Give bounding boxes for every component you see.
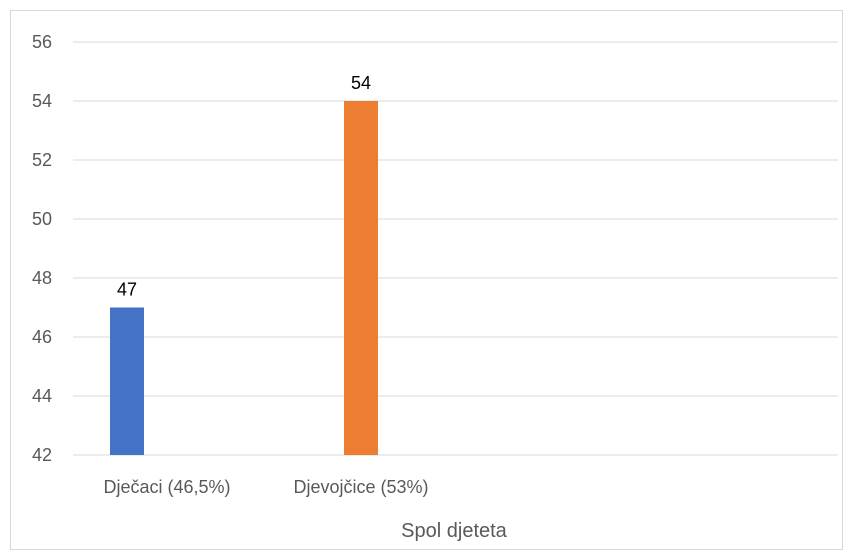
data-labels: 47 54 xyxy=(117,73,371,300)
category-labels: Dječaci (46,5%) Djevojčice (53%) xyxy=(103,477,428,497)
chart-frame xyxy=(10,10,843,550)
y-tick-label: 54 xyxy=(32,91,52,111)
bar xyxy=(110,307,144,455)
y-tick-label: 52 xyxy=(32,150,52,170)
y-tick-label: 50 xyxy=(32,209,52,229)
y-tick-label: 44 xyxy=(32,386,52,406)
bars xyxy=(110,101,378,455)
y-tick-label: 56 xyxy=(32,32,52,52)
category-label: Djevojčice (53%) xyxy=(293,477,428,497)
data-label: 54 xyxy=(351,73,371,93)
bar xyxy=(344,101,378,455)
category-label: Dječaci (46,5%) xyxy=(103,477,230,497)
data-label: 47 xyxy=(117,280,137,300)
x-axis-title: Spol djeteta xyxy=(401,520,508,542)
gridlines xyxy=(73,41,838,456)
y-tick-label: 46 xyxy=(32,327,52,347)
y-tick-label: 48 xyxy=(32,268,52,288)
y-tick-label: 42 xyxy=(32,445,52,465)
y-axis-ticks: 42 44 46 48 50 52 54 56 xyxy=(32,32,52,465)
